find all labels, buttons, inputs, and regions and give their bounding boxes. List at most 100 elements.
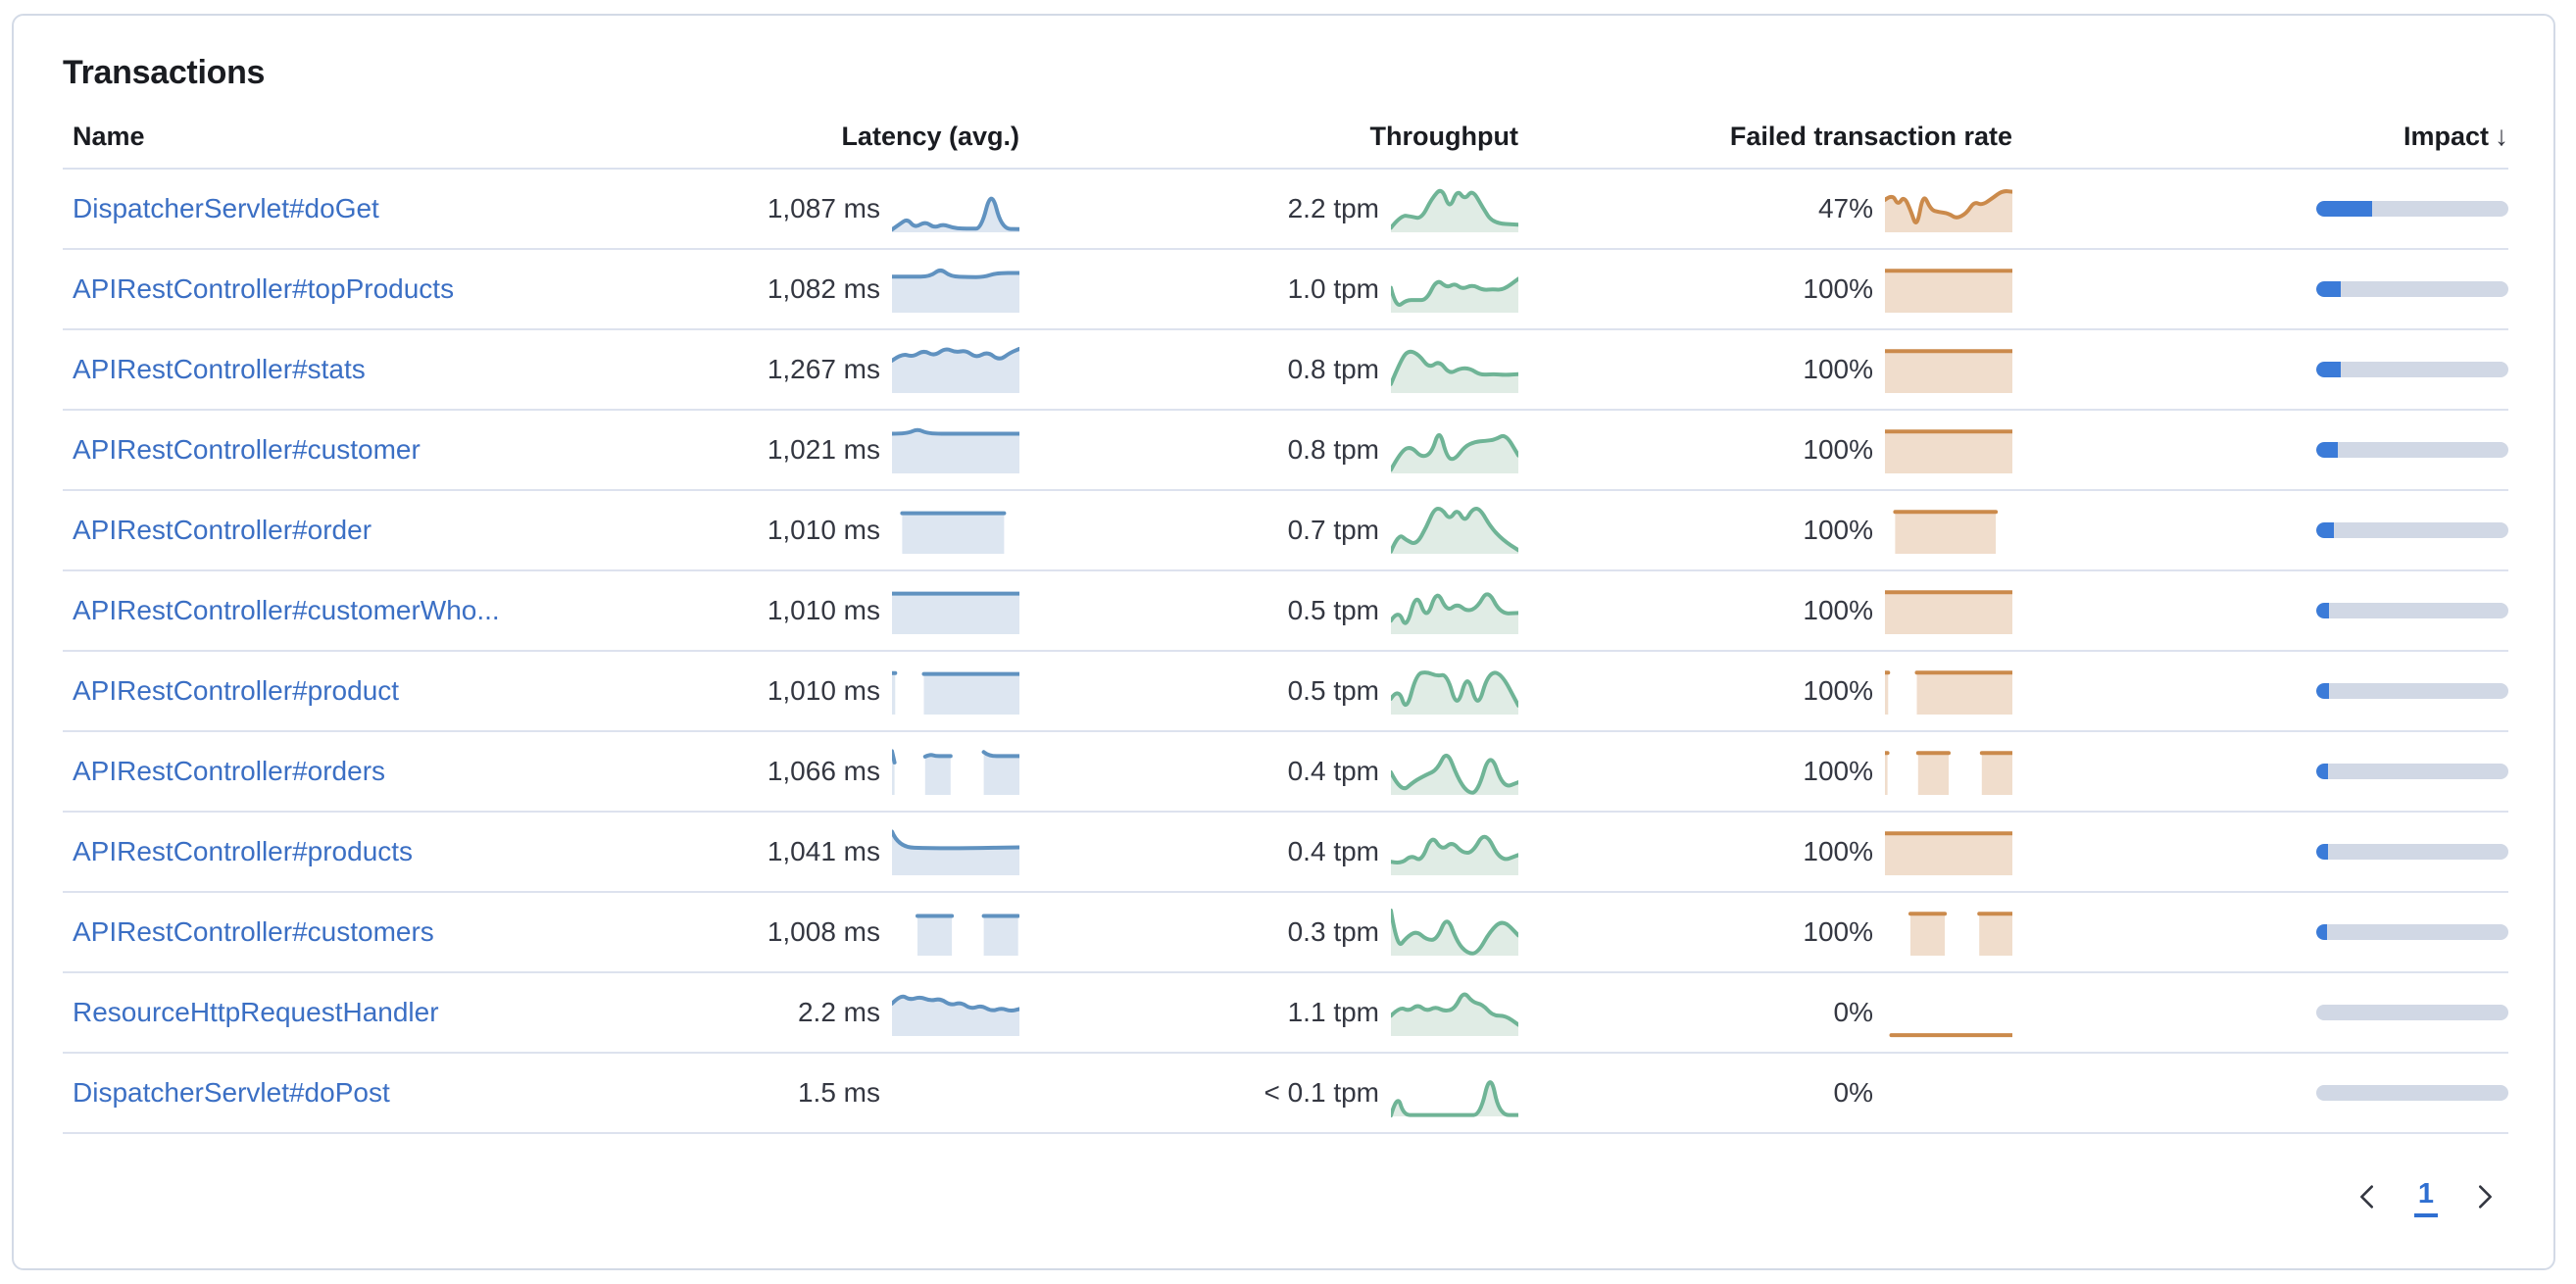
failed-rate-cell: 0% [1518, 987, 2012, 1038]
transaction-link[interactable]: APIRestController#order [73, 515, 372, 545]
table-row: APIRestController#customers 1,008 ms 0.3 t… [63, 893, 2508, 973]
table-row: APIRestController#stats 1,267 ms 0.8 tpm 10… [63, 330, 2508, 411]
impact-bar [2316, 1005, 2508, 1020]
sparkline-chart [1889, 1033, 2012, 1038]
column-header-impact[interactable]: Impact ↓ [2012, 121, 2508, 152]
latency-value: 1,010 ms [767, 595, 880, 625]
sparkline-chart [1391, 432, 1518, 473]
table-row: APIRestController#customerWho... 1,010 ms… [63, 571, 2508, 652]
table-row: APIRestController#product 1,010 ms 0.5 tpm… [63, 652, 2508, 732]
sparkline-chart [892, 994, 1019, 1036]
transaction-link[interactable]: APIRestController#customerWho... [73, 595, 500, 625]
throughput-cell: 0.8 tpm [1019, 344, 1518, 395]
throughput-value: 0.5 tpm [1287, 595, 1379, 625]
failed-rate-cell: 100% [1518, 585, 2012, 636]
latency-cell: 1,010 ms [588, 666, 1019, 716]
transaction-link[interactable]: APIRestController#customer [73, 434, 421, 465]
impact-bar-fill [2316, 924, 2327, 940]
table-row: APIRestController#topProducts 1,082 ms 1.0… [63, 250, 2508, 330]
latency-value: 1,010 ms [767, 675, 880, 706]
latency-cell: 2.2 ms [588, 987, 1019, 1038]
impact-bar-fill [2316, 522, 2334, 538]
table-row: DispatcherServlet#doGet 1,087 ms 2.2 tpm 47… [63, 170, 2508, 250]
failed-rate-cell: 100% [1518, 344, 2012, 395]
impact-bar [2316, 362, 2508, 377]
latency-value: 1.5 ms [797, 1077, 880, 1108]
sparkline-chart [1391, 349, 1518, 393]
latency-cell: 1,010 ms [588, 505, 1019, 556]
latency-value: 1,082 ms [767, 273, 880, 304]
transaction-name-cell: APIRestController#order [63, 515, 588, 546]
transaction-name-cell: APIRestController#customers [63, 916, 588, 948]
sparkline-chart [1885, 429, 2012, 473]
sparkline-chart [1391, 754, 1518, 795]
transaction-link[interactable]: DispatcherServlet#doGet [73, 193, 379, 223]
failed-rate-cell: 100% [1518, 666, 2012, 716]
page-1-button[interactable]: 1 [2413, 1177, 2438, 1217]
sparkline-chart [892, 427, 1019, 473]
transaction-link[interactable]: APIRestController#topProducts [73, 273, 455, 304]
throughput-value: 0.3 tpm [1287, 916, 1379, 947]
prev-page-button[interactable] [2344, 1173, 2391, 1220]
table-row: APIRestController#orders 1,066 ms 0.4 tpm 1… [63, 732, 2508, 813]
throughput-cell: 0.8 tpm [1019, 424, 1518, 475]
transaction-link[interactable]: APIRestController#orders [73, 756, 386, 786]
impact-bar-fill [2316, 442, 2338, 458]
table-row: DispatcherServlet#doPost 1.5 ms < 0.1 tpm 0… [63, 1054, 2508, 1134]
sparkline-chart [1885, 590, 2012, 634]
impact-cell [2012, 201, 2508, 217]
latency-cell: 1,021 ms [588, 424, 1019, 475]
transaction-link[interactable]: APIRestController#products [73, 836, 414, 866]
impact-bar-fill [2316, 201, 2372, 217]
latency-value: 1,087 ms [767, 193, 880, 223]
failed-rate-value: 100% [1803, 675, 1873, 706]
column-header-throughput[interactable]: Throughput [1369, 122, 1518, 151]
throughput-value: 0.4 tpm [1287, 836, 1379, 866]
failed-rate-cell: 100% [1518, 264, 2012, 315]
transaction-link[interactable]: APIRestController#stats [73, 354, 366, 384]
impact-cell [2012, 683, 2508, 699]
failed-rate-value: 100% [1803, 273, 1873, 304]
transaction-name-cell: APIRestController#customerWho... [63, 595, 588, 626]
throughput-value: 0.7 tpm [1287, 515, 1379, 545]
sparkline-chart [892, 829, 1019, 875]
failed-rate-value: 100% [1803, 515, 1873, 545]
sparkline-chart [1885, 269, 2012, 313]
throughput-value: 1.0 tpm [1287, 273, 1379, 304]
table-row: APIRestController#products 1,041 ms 0.4 tp… [63, 813, 2508, 893]
latency-value: 1,041 ms [767, 836, 880, 866]
failed-rate-value: 100% [1803, 595, 1873, 625]
column-header-latency[interactable]: Latency (avg.) [841, 122, 1019, 151]
latency-cell: 1,010 ms [588, 585, 1019, 636]
throughput-cell: 0.4 tpm [1019, 826, 1518, 877]
sparkline-chart [1885, 1067, 2012, 1118]
latency-cell: 1,008 ms [588, 907, 1019, 958]
transaction-link[interactable]: APIRestController#customers [73, 916, 434, 947]
failed-rate-value: 100% [1803, 434, 1873, 465]
failed-rate-value: 100% [1803, 836, 1873, 866]
sparkline-chart [1885, 751, 2012, 795]
sparkline-chart [892, 749, 1019, 795]
transaction-link[interactable]: APIRestController#product [73, 675, 400, 706]
impact-cell [2012, 1085, 2508, 1101]
impact-bar [2316, 764, 2508, 779]
throughput-cell: 2.2 tpm [1019, 183, 1518, 234]
chevron-left-icon [2359, 1185, 2373, 1209]
transaction-name-cell: DispatcherServlet#doPost [63, 1077, 588, 1109]
transactions-card: Transactions Name Latency (avg.) Through… [12, 14, 2555, 1270]
impact-cell [2012, 362, 2508, 377]
failed-rate-value: 100% [1803, 354, 1873, 384]
next-page-button[interactable] [2461, 1173, 2508, 1220]
latency-value: 1,267 ms [767, 354, 880, 384]
throughput-cell: 0.5 tpm [1019, 585, 1518, 636]
sparkline-chart [1391, 909, 1518, 956]
transaction-link[interactable]: ResourceHttpRequestHandler [73, 997, 439, 1027]
latency-cell: 1,082 ms [588, 264, 1019, 315]
transaction-link[interactable]: DispatcherServlet#doPost [73, 1077, 390, 1108]
column-header-name: Name [73, 122, 145, 151]
table-body: DispatcherServlet#doGet 1,087 ms 2.2 tpm 47… [63, 170, 2508, 1134]
transaction-name-cell: APIRestController#customer [63, 434, 588, 466]
column-header-failed-rate[interactable]: Failed transaction rate [1729, 122, 2012, 151]
throughput-value: 2.2 tpm [1287, 193, 1379, 223]
throughput-cell: < 0.1 tpm [1019, 1067, 1518, 1118]
